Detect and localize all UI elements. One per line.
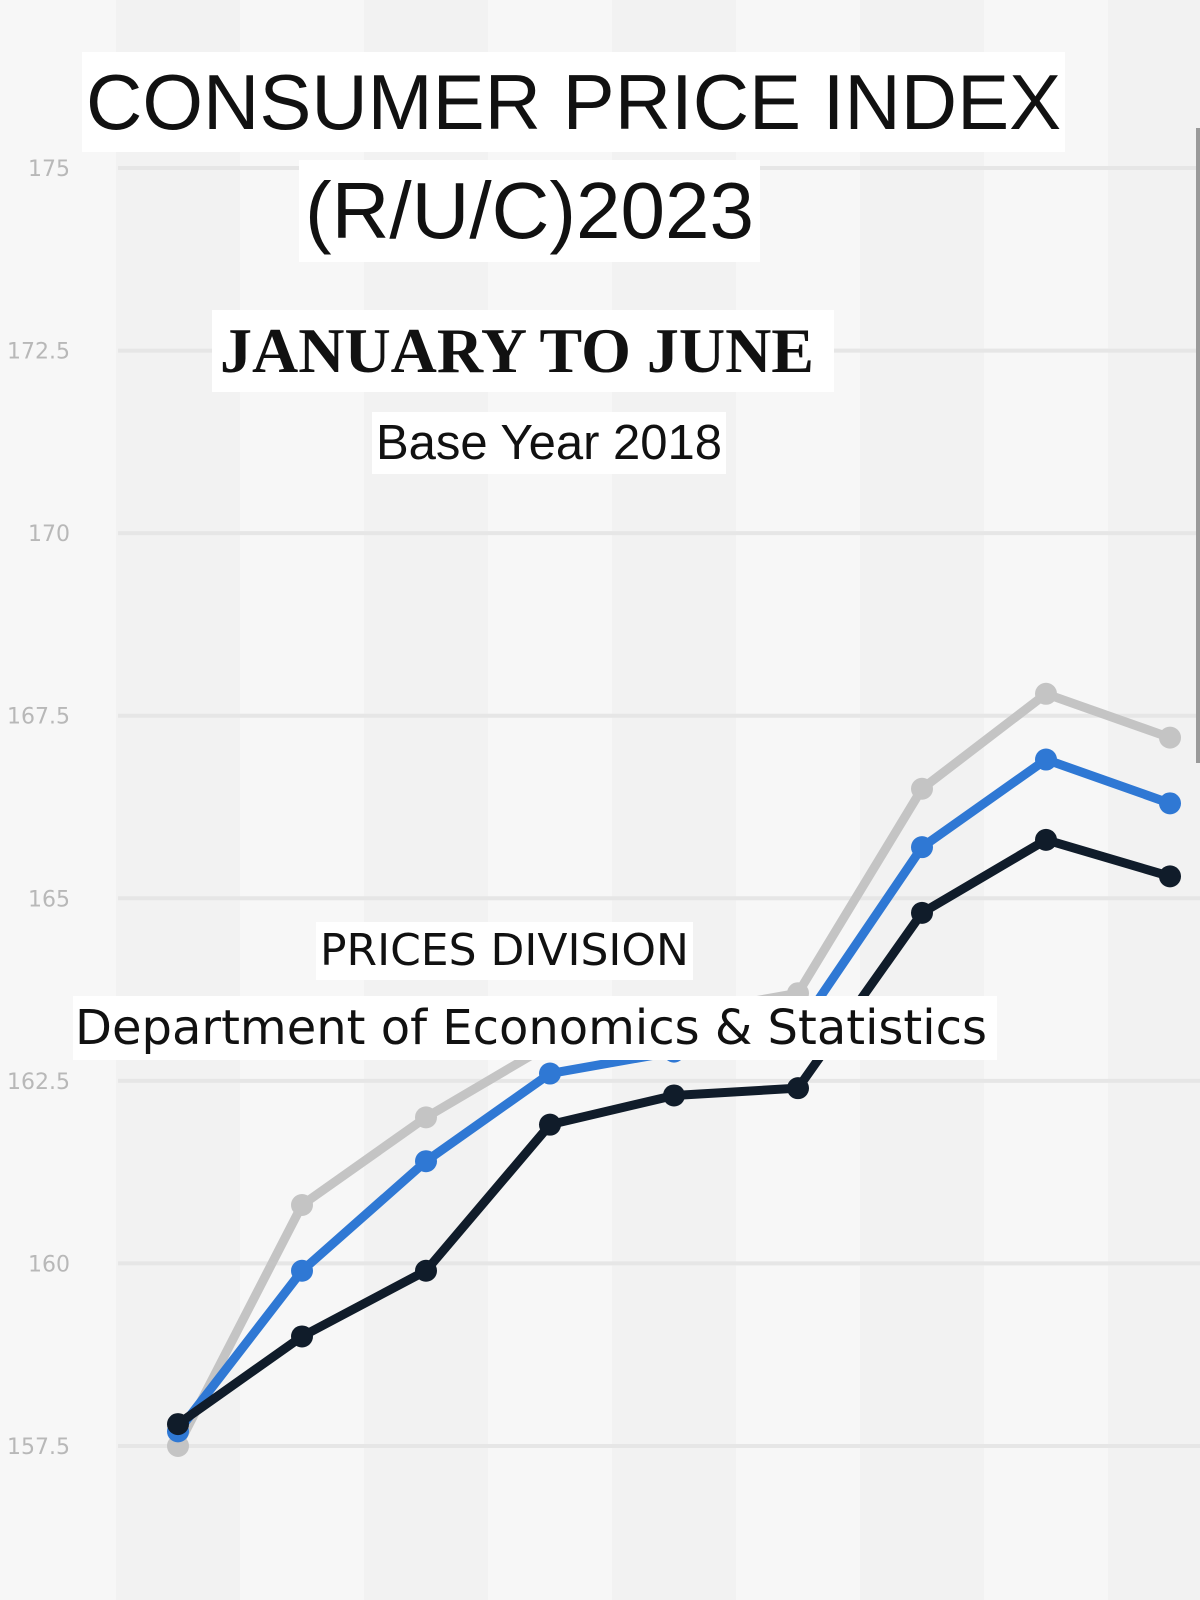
y-tick-label: 172.5 — [7, 340, 70, 365]
data-point — [787, 1077, 809, 1100]
department-label: Department of Economics & Statistics — [73, 996, 997, 1060]
background-stripe — [364, 0, 488, 1600]
data-point — [1035, 682, 1057, 705]
y-tick-label: 170 — [28, 522, 70, 547]
data-point — [663, 1084, 685, 1107]
background-stripe — [612, 0, 736, 1600]
data-point — [1159, 726, 1181, 749]
y-tick-label: 165 — [28, 887, 70, 912]
data-point — [1159, 792, 1181, 815]
title-line-2: (R/U/C)2023 — [299, 160, 761, 262]
data-point — [911, 777, 933, 800]
data-point — [539, 1113, 561, 1136]
period-subtitle: JANUARY TO JUNE — [212, 310, 834, 392]
data-point — [167, 1413, 189, 1436]
data-point — [291, 1325, 313, 1348]
data-point — [415, 1259, 437, 1282]
series-3 — [167, 828, 1181, 1436]
data-point — [539, 1062, 561, 1085]
division-label: PRICES DIVISION — [316, 922, 693, 980]
title-line-1: CONSUMER PRICE INDEX — [82, 52, 1066, 152]
data-point — [1035, 828, 1057, 851]
data-point — [415, 1150, 437, 1173]
y-tick-label: 175 — [28, 157, 70, 182]
data-point — [291, 1194, 313, 1217]
data-point — [291, 1259, 313, 1282]
background-stripe — [116, 0, 240, 1600]
data-point — [415, 1106, 437, 1129]
y-tick-label: 157.5 — [7, 1435, 70, 1460]
y-axis-ticks: 157.5 160 162.5 165 167.5 170 172.5 175 — [7, 157, 70, 1460]
data-point — [911, 836, 933, 859]
data-point — [1035, 748, 1057, 771]
background-stripe — [860, 0, 984, 1600]
data-point — [1159, 865, 1181, 888]
y-tick-label: 162.5 — [7, 1070, 70, 1095]
y-tick-label: 167.5 — [7, 705, 70, 730]
base-year-label: Base Year 2018 — [372, 412, 727, 474]
right-edge-bar — [1196, 128, 1200, 763]
y-tick-label: 160 — [28, 1252, 70, 1277]
data-point — [911, 901, 933, 924]
